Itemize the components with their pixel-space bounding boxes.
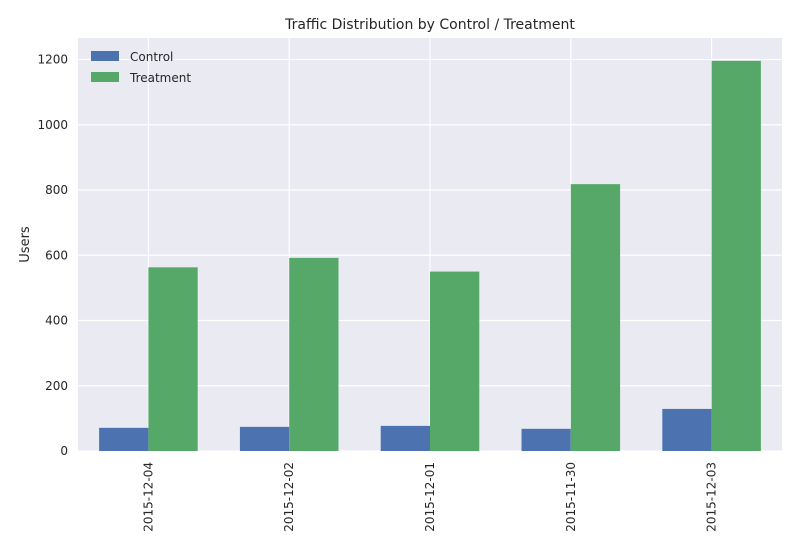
- y-tick-label: 1000: [37, 118, 68, 132]
- bar-control: [99, 427, 149, 451]
- chart-title: Traffic Distribution by Control / Treatm…: [284, 17, 575, 33]
- y-axis: 0 200 400 600 800 1000 1200: [37, 53, 68, 458]
- bar-control: [239, 426, 290, 451]
- legend: Control Treatment: [91, 50, 191, 85]
- bar-treatment: [289, 257, 339, 451]
- legend-label-control: Control: [130, 50, 173, 64]
- y-tick-label: 800: [45, 183, 68, 197]
- y-tick-label: 400: [45, 314, 68, 328]
- bar-treatment: [148, 267, 198, 451]
- bars: [99, 60, 761, 452]
- x-tick-label: 2015-12-03: [705, 462, 719, 532]
- legend-label-treatment: Treatment: [129, 71, 191, 85]
- x-axis: 2015-12-04 2015-12-02 2015-12-01 2015-11-30…: [141, 462, 718, 532]
- y-tick-label: 200: [45, 379, 68, 393]
- x-tick-label: 2015-11-30: [564, 462, 578, 532]
- legend-swatch-treatment: [91, 72, 119, 82]
- x-tick-label: 2015-12-02: [282, 462, 296, 532]
- bar-control: [380, 425, 430, 451]
- x-tick-label: 2015-12-01: [423, 462, 437, 532]
- x-tick-label: 2015-12-04: [141, 462, 155, 532]
- y-tick-label: 1200: [37, 53, 68, 67]
- y-axis-label: Users: [18, 226, 33, 263]
- bar-treatment: [570, 184, 621, 451]
- y-tick-label: 600: [45, 248, 68, 262]
- bar-control: [521, 428, 571, 451]
- legend-swatch-control: [91, 51, 119, 61]
- bar-control: [662, 408, 712, 451]
- bar-treatment: [711, 60, 761, 452]
- y-tick-label: 0: [60, 444, 68, 458]
- bar-treatment: [430, 271, 480, 451]
